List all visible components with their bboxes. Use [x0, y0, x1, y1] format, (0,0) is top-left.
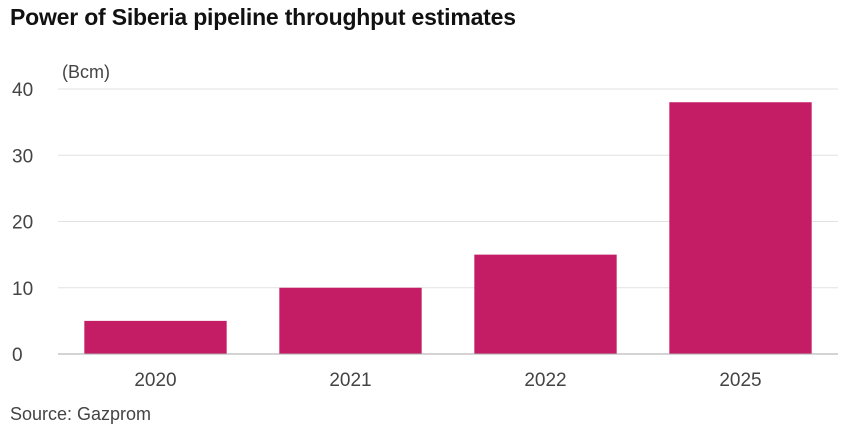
bar-2025: [669, 102, 812, 354]
bars: [84, 102, 812, 354]
bar-2021: [279, 287, 422, 354]
x-tick-label: 2022: [524, 370, 566, 391]
bar-2022: [474, 254, 617, 354]
x-tick-label: 2021: [329, 370, 371, 391]
y-tick-label: 0: [12, 345, 23, 366]
chart-title: Power of Siberia pipeline throughput est…: [10, 4, 516, 30]
x-tick-label: 2020: [134, 370, 176, 391]
y-tick-label: 10: [12, 279, 33, 300]
y-axis-tick-labels: 0 10 20 30 40: [12, 80, 33, 366]
source-note: Source: Gazprom: [10, 404, 152, 424]
y-tick-label: 20: [12, 213, 33, 234]
y-axis-unit-label: (Bcm): [62, 62, 110, 82]
x-axis-tick-labels: 2020 2021 2022 2025: [134, 370, 761, 391]
y-tick-label: 40: [12, 80, 33, 101]
x-tick-label: 2025: [719, 370, 761, 391]
bar-2020: [84, 320, 227, 354]
y-tick-label: 30: [12, 146, 33, 167]
